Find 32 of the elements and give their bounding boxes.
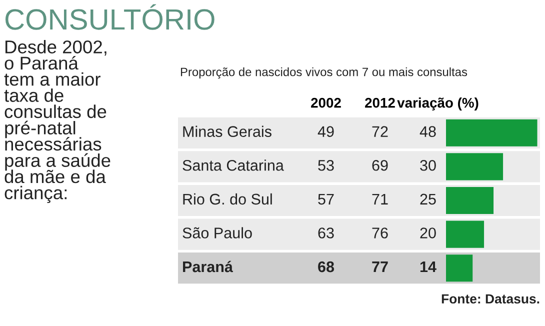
bar [446, 186, 494, 214]
text: 69 [372, 160, 388, 171]
text: 77 [372, 262, 388, 272]
text: 53 [318, 160, 334, 171]
data-label: 48 [420, 126, 436, 137]
text: 2002 [311, 98, 341, 108]
text: 2012 [365, 98, 395, 108]
text: 71 [372, 194, 388, 204]
text: 63 [318, 228, 334, 238]
data-label: 25 [420, 194, 436, 205]
text: 72 [372, 126, 388, 137]
y-tick-label: Santa Catarina [182, 160, 284, 171]
text: 68 [318, 261, 334, 272]
text: 57 [318, 194, 334, 205]
text: Desde 2002, o Paraná tem a maior taxa de consultas de pré-natal necessárias para a saúde da mãe e da criança: [4, 40, 110, 204]
series-label: variação (%) [397, 98, 478, 110]
data-label: 30 [420, 160, 436, 171]
data-label: 20 [420, 228, 436, 238]
text: 76 [372, 228, 388, 238]
bar [446, 153, 504, 180]
bar [446, 254, 473, 282]
y-tick-label: São Paulo [182, 227, 252, 238]
text: 49 [318, 126, 334, 137]
bar [446, 119, 538, 146]
y-tick-label: Rio G. do Sul [183, 193, 272, 205]
bar [446, 220, 484, 248]
x-axis-title: Proporção de nascidos vivos com 7 ou mais consultas [180, 67, 468, 79]
y-tick-label: Paraná [183, 260, 233, 272]
data-label: 14 [420, 262, 436, 272]
text: CONSULTÓRIO [5, 4, 214, 30]
source-note: Fonte: Datasus. [442, 294, 540, 304]
y-tick-label: Minas Gerais [183, 126, 272, 137]
